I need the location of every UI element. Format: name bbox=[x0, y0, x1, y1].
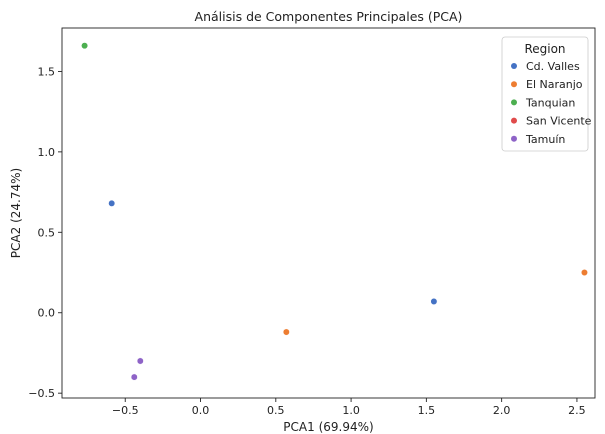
legend-entry: Tamuín bbox=[525, 133, 565, 146]
legend-marker bbox=[511, 135, 517, 142]
x-tick-label: 2.5 bbox=[568, 404, 586, 417]
legend-marker bbox=[511, 99, 517, 106]
x-tick-label: 1.0 bbox=[342, 404, 360, 417]
y-tick-label: 0.0 bbox=[38, 307, 56, 320]
data-points bbox=[81, 42, 588, 381]
x-tick-label: 0.5 bbox=[267, 404, 285, 417]
data-point bbox=[430, 298, 438, 305]
data-point bbox=[136, 357, 144, 365]
legend-entry: El Naranjo bbox=[526, 78, 583, 91]
legend-marker bbox=[511, 117, 517, 124]
x-tick-label: 1.5 bbox=[418, 404, 436, 417]
legend-marker bbox=[511, 63, 517, 69]
legend-title: Region bbox=[524, 42, 565, 56]
legend-box bbox=[501, 36, 589, 152]
x-tick-label: 0.0 bbox=[192, 404, 210, 417]
y-tick-label: 0.5 bbox=[38, 226, 56, 239]
y-tick-label: 1.0 bbox=[38, 146, 56, 159]
plot-axes: −0.5 0.0 0.5 1.0 1.5 2.0 2.5 −0.5 0.0 0.5 1.0 1.5 bbox=[28, 27, 596, 417]
legend-entry: Tanquian bbox=[525, 96, 575, 109]
data-point bbox=[108, 199, 116, 207]
x-axis-label: PCA1 (69.94%) bbox=[283, 420, 373, 434]
data-point bbox=[130, 373, 138, 381]
legend-marker bbox=[511, 81, 517, 88]
data-point bbox=[282, 328, 290, 336]
y-tick-label: −0.5 bbox=[28, 387, 55, 400]
x-tick-label: −0.5 bbox=[112, 404, 139, 417]
legend-entry: Cd. Valles bbox=[526, 60, 580, 73]
data-point bbox=[581, 269, 588, 276]
legend-entry: San Vicente bbox=[526, 115, 592, 128]
data-point bbox=[81, 42, 89, 50]
plot-frame bbox=[61, 27, 596, 399]
y-axis-label: PCA2 (24.74%) bbox=[9, 168, 23, 258]
y-tick-label: 1.5 bbox=[38, 65, 56, 78]
chart-title: Análisis de Componentes Principales (PCA… bbox=[195, 9, 463, 24]
x-tick-label: 2.0 bbox=[493, 404, 511, 417]
legend: Region Cd. Valles El Naranjo Tanquian San Vi… bbox=[501, 36, 592, 152]
